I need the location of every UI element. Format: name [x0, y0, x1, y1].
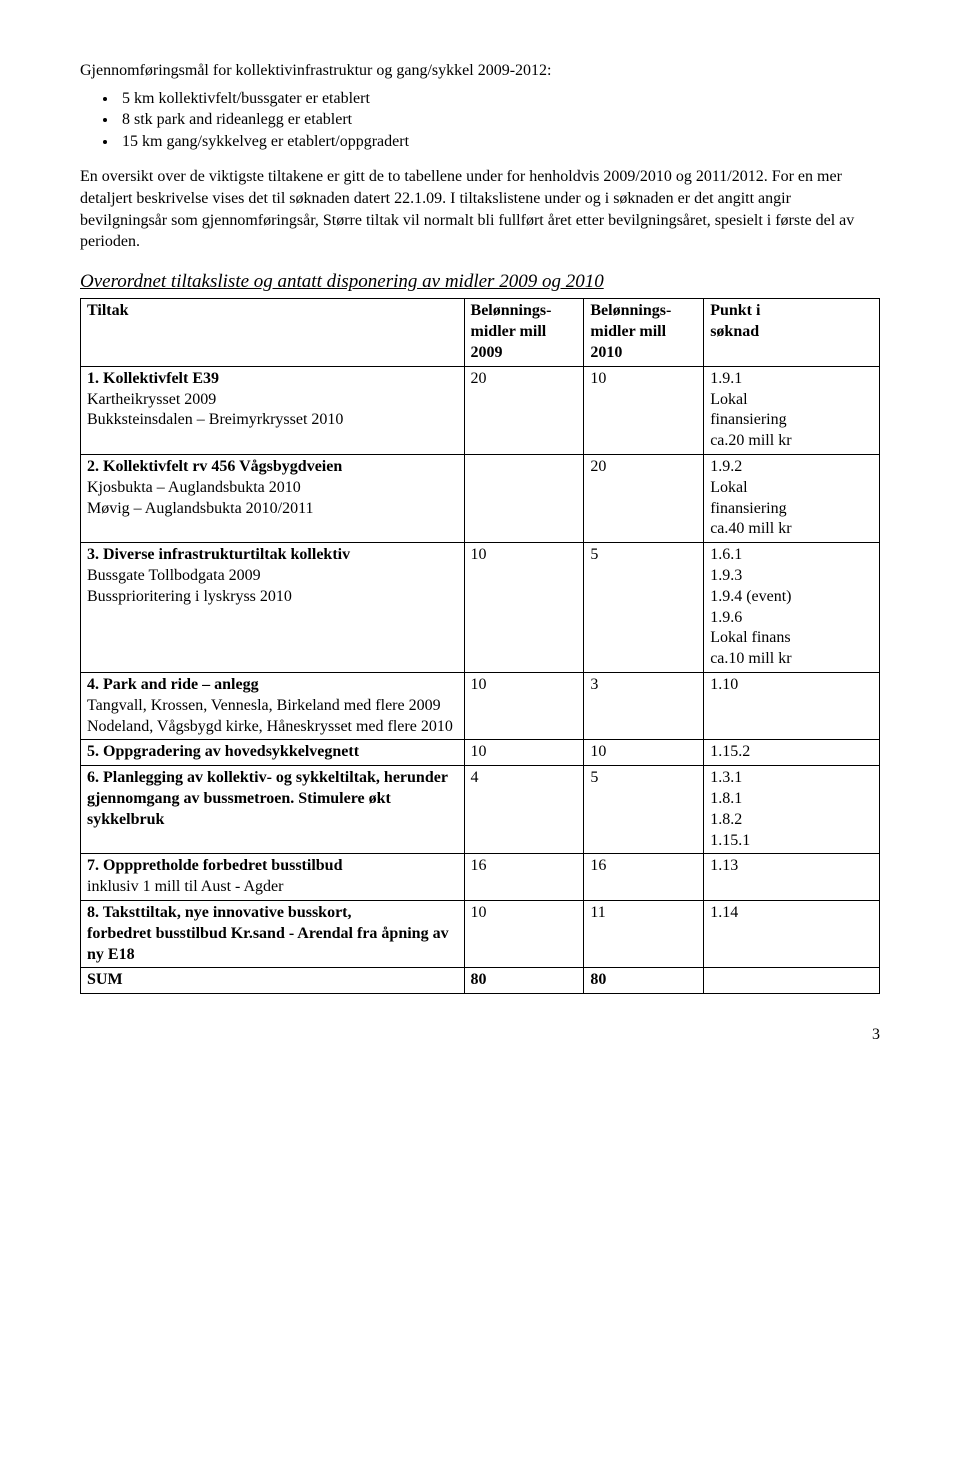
intro-line: Gjennomføringsmål for kollektivinfrastru…	[80, 60, 880, 82]
cell-2009: 10	[464, 740, 584, 766]
cell-2010: 3	[584, 672, 704, 739]
cell-punkt: 1.9.2Lokalfinansieringca.40 mill kr	[704, 454, 880, 542]
bullet-item: 5 km kollektivfelt/bussgater er etablert	[118, 88, 880, 110]
sum-label: SUM	[81, 968, 465, 994]
table-row: 8. Taksttiltak, nye innovative busskort,…	[81, 900, 880, 967]
intro-bullets: 5 km kollektivfelt/bussgater er etablert…	[80, 88, 880, 153]
header-2010: Belønnings- midler mill 2010	[584, 299, 704, 366]
sum-2009: 80	[464, 968, 584, 994]
cell-punkt: 1.10	[704, 672, 880, 739]
cell-punkt: 1.15.2	[704, 740, 880, 766]
table-row: 7. Opppretholde forbedret busstilbudinkl…	[81, 854, 880, 901]
cell-punkt: 1.14	[704, 900, 880, 967]
page-number: 3	[80, 1024, 880, 1046]
cell-tiltak: 2. Kollektivfelt rv 456 VågsbygdveienKjo…	[81, 454, 465, 542]
cell-2009: 20	[464, 366, 584, 454]
cell-2009: 4	[464, 766, 584, 854]
header-tiltak: Tiltak	[81, 299, 465, 366]
cell-punkt: 1.6.11.9.31.9.4 (event)1.9.6Lokal finans…	[704, 543, 880, 673]
bullet-item: 8 stk park and rideanlegg er etablert	[118, 109, 880, 131]
cell-2010: 11	[584, 900, 704, 967]
cell-2010: 10	[584, 366, 704, 454]
bullet-item: 15 km gang/sykkelveg er etablert/oppgrad…	[118, 131, 880, 153]
sum-empty	[704, 968, 880, 994]
sum-2010: 80	[584, 968, 704, 994]
measures-table: Tiltak Belønnings- midler mill 2009 Belø…	[80, 298, 880, 994]
cell-2010: 16	[584, 854, 704, 901]
cell-punkt: 1.13	[704, 854, 880, 901]
table-row: 1. Kollektivfelt E39Kartheikrysset 2009B…	[81, 366, 880, 454]
cell-tiltak: 6. Planlegging av kollektiv- og sykkelti…	[81, 766, 465, 854]
table-row: 3. Diverse infrastrukturtiltak kollektiv…	[81, 543, 880, 673]
cell-tiltak: 7. Opppretholde forbedret busstilbudinkl…	[81, 854, 465, 901]
cell-tiltak: 5. Oppgradering av hovedsykkelvegnett	[81, 740, 465, 766]
table-header-row: Tiltak Belønnings- midler mill 2009 Belø…	[81, 299, 880, 366]
cell-2010: 20	[584, 454, 704, 542]
cell-2010: 10	[584, 740, 704, 766]
cell-2009: 10	[464, 672, 584, 739]
cell-2009: 10	[464, 900, 584, 967]
header-punkt: Punkt i søknad	[704, 299, 880, 366]
table-row: 4. Park and ride – anleggTangvall, Kross…	[81, 672, 880, 739]
table-row: 5. Oppgradering av hovedsykkelvegnett101…	[81, 740, 880, 766]
cell-punkt: 1.9.1Lokalfinansieringca.20 mill kr	[704, 366, 880, 454]
table-row: 2. Kollektivfelt rv 456 VågsbygdveienKjo…	[81, 454, 880, 542]
cell-punkt: 1.3.11.8.11.8.21.15.1	[704, 766, 880, 854]
cell-tiltak: 8. Taksttiltak, nye innovative busskort,…	[81, 900, 465, 967]
cell-2010: 5	[584, 766, 704, 854]
cell-tiltak: 4. Park and ride – anleggTangvall, Kross…	[81, 672, 465, 739]
intro-paragraph: En oversikt over de viktigste tiltakene …	[80, 166, 880, 252]
header-2009: Belønnings- midler mill 2009	[464, 299, 584, 366]
table-row: 6. Planlegging av kollektiv- og sykkelti…	[81, 766, 880, 854]
cell-tiltak: 1. Kollektivfelt E39Kartheikrysset 2009B…	[81, 366, 465, 454]
cell-2010: 5	[584, 543, 704, 673]
table-sum-row: SUM8080	[81, 968, 880, 994]
table-heading: Overordnet tiltaksliste og antatt dispon…	[80, 269, 880, 295]
cell-2009: 10	[464, 543, 584, 673]
cell-tiltak: 3. Diverse infrastrukturtiltak kollektiv…	[81, 543, 465, 673]
cell-2009	[464, 454, 584, 542]
cell-2009: 16	[464, 854, 584, 901]
